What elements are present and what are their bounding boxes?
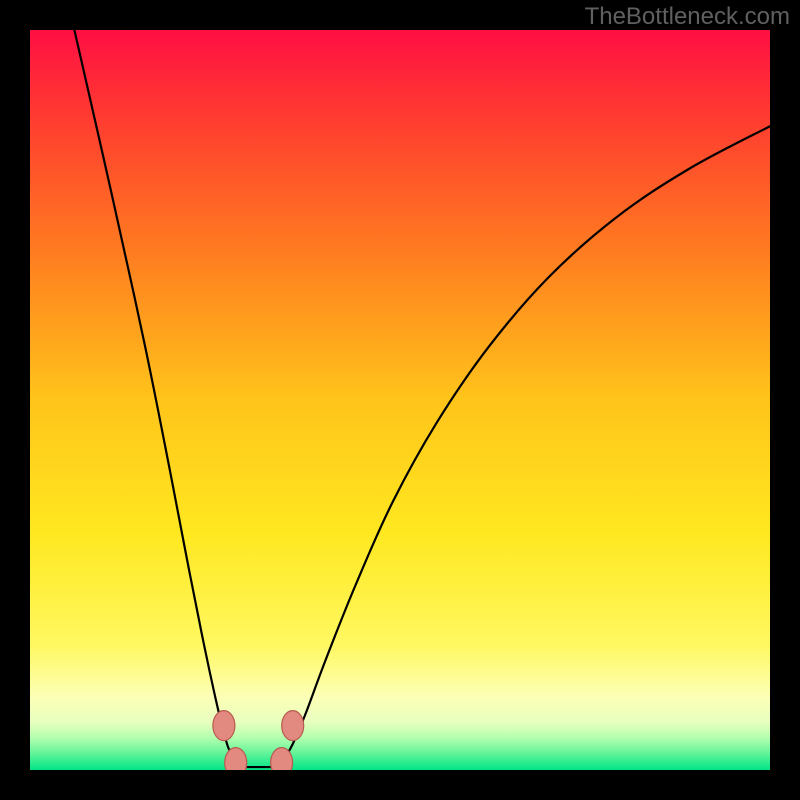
chart-background bbox=[30, 30, 770, 770]
chart-svg bbox=[30, 30, 770, 770]
marker-dot bbox=[271, 748, 293, 770]
marker-dot bbox=[213, 711, 235, 741]
plot-area bbox=[30, 30, 770, 770]
watermark-label: TheBottleneck.com bbox=[585, 3, 790, 31]
marker-dot bbox=[282, 711, 304, 741]
marker-dot bbox=[225, 748, 247, 770]
